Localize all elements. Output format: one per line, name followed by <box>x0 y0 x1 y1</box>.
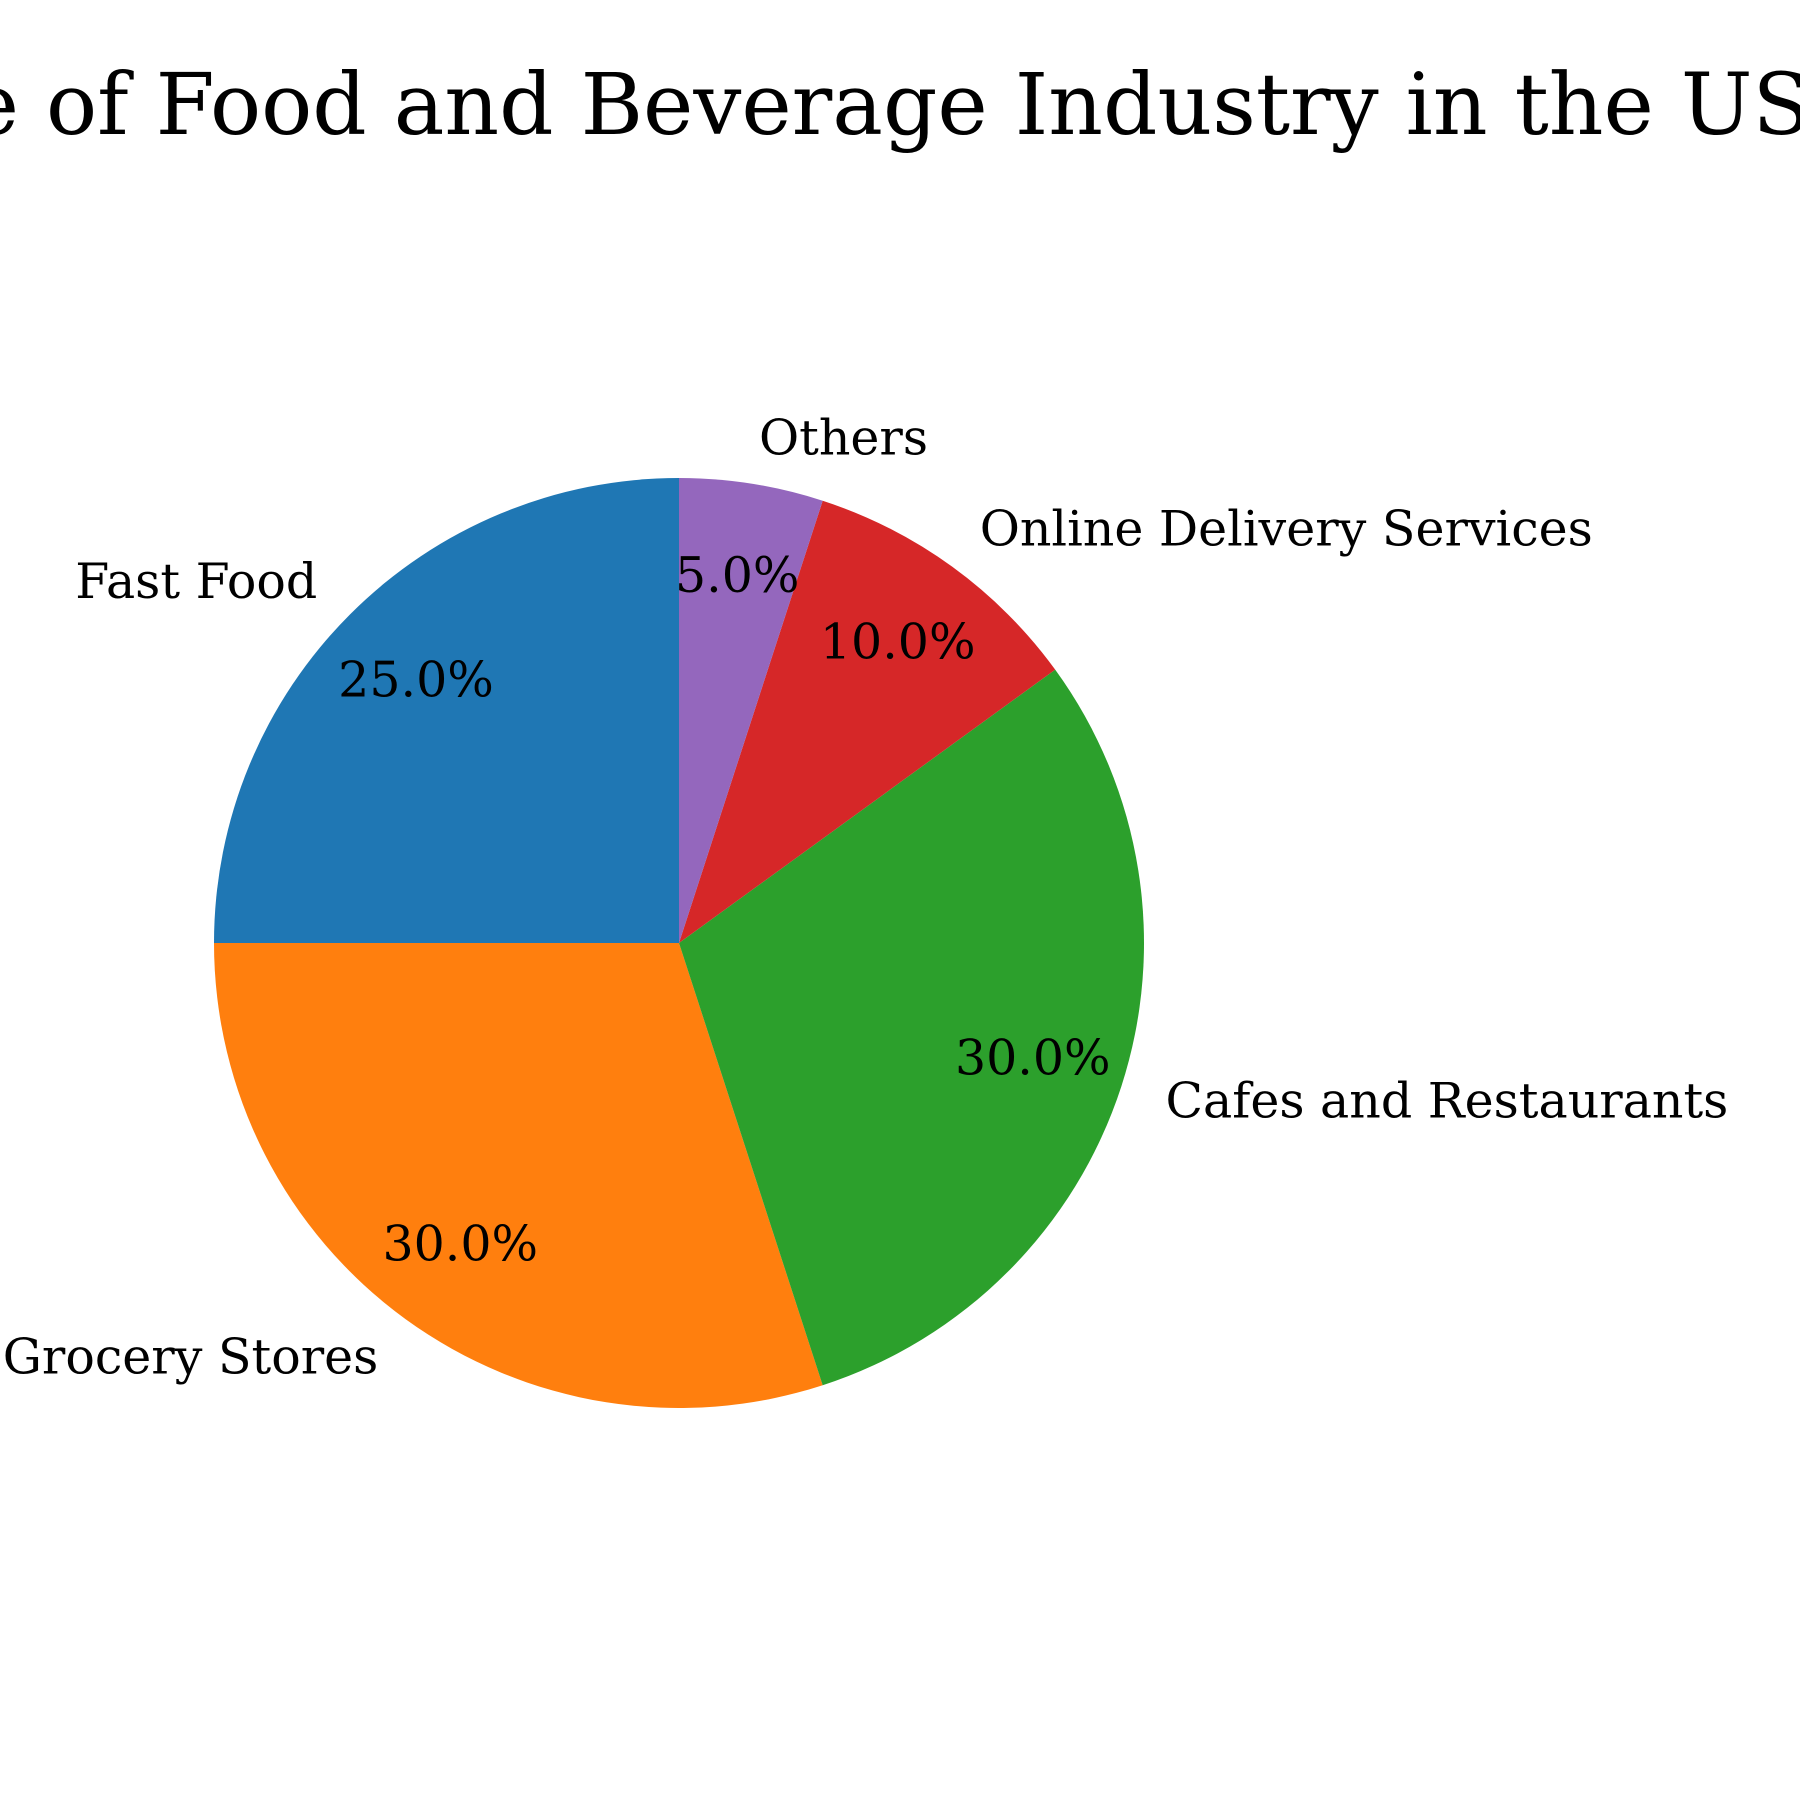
slice-label-cafes-and-restaurants: Cafes and Restaurants <box>1166 1073 1729 1130</box>
slice-label-others: Others <box>759 409 928 466</box>
pct-label-cafes-and-restaurants: 30.0% <box>955 1030 1111 1087</box>
chart-title: Market Share of Food and Beverage Indust… <box>0 56 1800 155</box>
pct-label-online-delivery-services: 10.0% <box>820 614 976 671</box>
slice-label-fast-food: Fast Food <box>75 553 317 610</box>
slice-label-grocery-stores: Grocery Stores <box>3 1328 379 1385</box>
pct-label-fast-food: 25.0% <box>338 652 494 709</box>
pie-slices <box>214 478 1144 1408</box>
pie-slice-fast-food <box>214 478 679 943</box>
pct-label-grocery-stores: 30.0% <box>382 1216 538 1273</box>
pct-label-others: 5.0% <box>675 547 800 604</box>
slice-label-online-delivery-services: Online Delivery Services <box>980 501 1593 558</box>
